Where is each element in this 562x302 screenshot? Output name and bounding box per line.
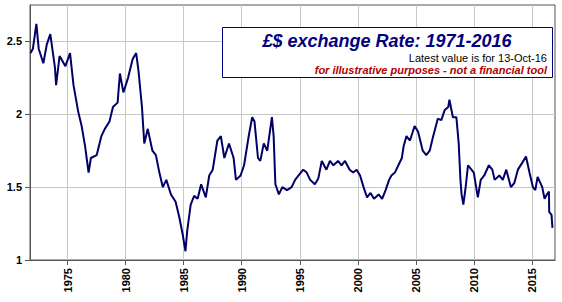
svg-text:Latest value is for 13-Oct-16: Latest value is for 13-Oct-16: [409, 52, 547, 64]
svg-text:1990: 1990: [236, 268, 248, 292]
svg-text:1985: 1985: [178, 268, 190, 292]
svg-text:1980: 1980: [120, 268, 132, 292]
svg-text:for illustrative purposes - no: for illustrative purposes - not a financ…: [315, 64, 548, 76]
svg-text:2.5: 2.5: [7, 35, 22, 47]
svg-text:1975: 1975: [62, 268, 74, 292]
svg-text:2000: 2000: [352, 268, 364, 292]
svg-text:2010: 2010: [468, 268, 480, 292]
svg-text:2005: 2005: [410, 268, 422, 292]
svg-text:1: 1: [16, 254, 22, 266]
svg-text:1.5: 1.5: [7, 181, 22, 193]
svg-text:1995: 1995: [294, 268, 306, 292]
svg-text:2: 2: [16, 108, 22, 120]
svg-text:2015: 2015: [526, 268, 538, 292]
svg-text:£$ exchange Rate: 1971-2016: £$ exchange Rate: 1971-2016: [261, 31, 512, 51]
